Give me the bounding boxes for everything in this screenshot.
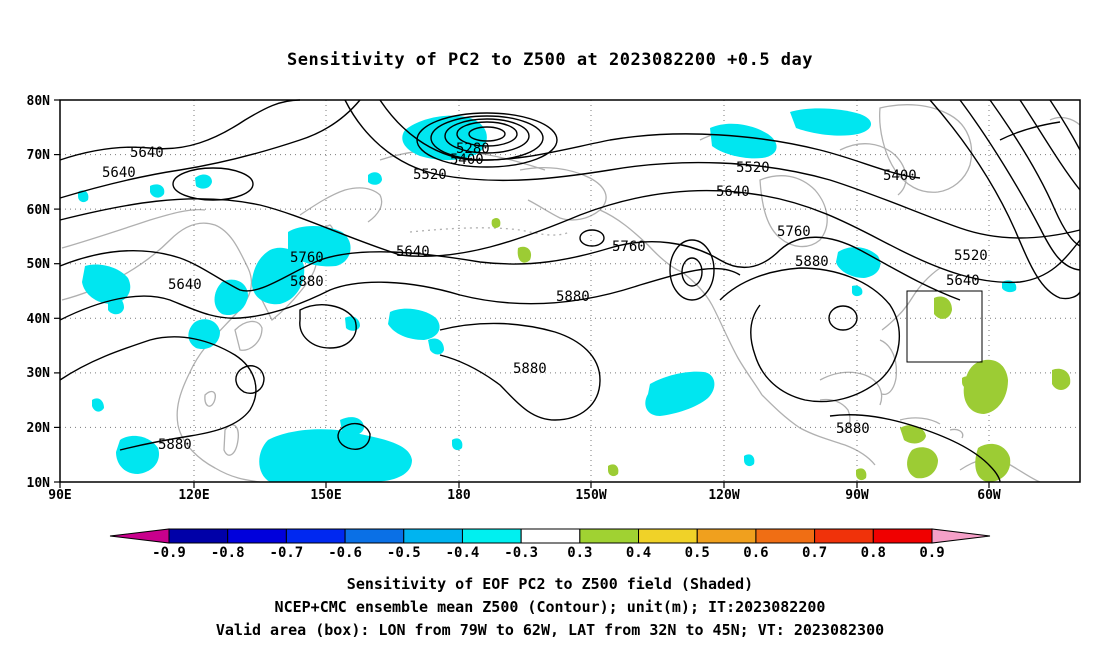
contour-label: 5640 — [716, 184, 750, 200]
axis-ticks — [54, 99, 990, 488]
colorbar-over-arrow — [931, 528, 991, 544]
contour-labels: 5640 5640 5640 5280 5400 5520 5520 5640 … — [102, 141, 988, 453]
colorbar-box — [696, 528, 757, 544]
colorbar: -0.9 -0.8 -0.7 -0.6 -0.5 -0.4 -0.3 0.3 0.4 0.5 0.6… — [109, 528, 991, 561]
z500-contours — [59, 99, 1081, 483]
sensitivity-map: 5640 5640 5640 5280 5400 5520 5520 5640 … — [27, 94, 1081, 561]
lat-label: 30N — [27, 366, 51, 381]
colorbar-label: -0.4 — [446, 545, 480, 561]
colorbar-label: -0.7 — [270, 545, 304, 561]
map-frame — [59, 99, 1081, 483]
contour-label: 5760 — [290, 250, 324, 266]
colorbar-label: -0.9 — [152, 545, 186, 561]
lat-label: 10N — [27, 476, 51, 491]
colorbar-boxes — [168, 528, 933, 544]
lon-label: 150E — [310, 488, 341, 503]
valid-area-box — [906, 290, 983, 363]
latitude-labels: 80N 70N 60N 50N 40N 30N 20N 10N — [27, 94, 51, 491]
positive-sensitivity-shading — [491, 218, 1071, 482]
colorbar-label: -0.6 — [328, 545, 362, 561]
colorbar-label: 0.5 — [685, 545, 710, 561]
colorbar-label: 0.8 — [861, 545, 886, 561]
colorbar-label: -0.5 — [387, 545, 421, 561]
lon-label: 60W — [977, 488, 1001, 503]
contour-label: 5640 — [946, 273, 980, 289]
contour-label: 5640 — [396, 244, 430, 260]
contour-label: 5880 — [513, 361, 547, 377]
colorbar-under-arrow — [109, 528, 170, 544]
colorbar-box — [344, 528, 405, 544]
caption-contour: NCEP+CMC ensemble mean Z500 (Contour); u… — [274, 598, 826, 616]
contour-label: 5640 — [168, 277, 202, 293]
contour-label: 5760 — [777, 224, 811, 240]
lon-label: 180 — [447, 488, 471, 503]
contour-label: 5520 — [413, 167, 447, 183]
lat-label: 50N — [27, 257, 51, 272]
colorbar-label: 0.6 — [743, 545, 768, 561]
caption-shaded: Sensitivity of EOF PC2 to Z500 field (Sh… — [346, 575, 754, 593]
lon-label: 120E — [178, 488, 209, 503]
colorbar-label: -0.8 — [211, 545, 245, 561]
longitude-labels: 90E 120E 150E 180 150W 120W 90W 60W — [48, 488, 1001, 503]
contour-label: 5640 — [130, 145, 164, 161]
colorbar-label: 0.9 — [919, 545, 944, 561]
contour-label: 5880 — [795, 254, 829, 270]
contour-label: 5880 — [836, 421, 870, 437]
colorbar-label: 0.4 — [626, 545, 651, 561]
lon-label: 120W — [708, 488, 739, 503]
colorbar-box — [579, 528, 640, 544]
colorbar-box — [461, 528, 522, 544]
lon-label: 90E — [48, 488, 71, 503]
colorbar-box — [403, 528, 463, 544]
colorbar-box — [227, 528, 287, 544]
contour-label: 5520 — [954, 248, 988, 264]
colorbar-box — [814, 528, 874, 544]
contour-label: 5640 — [102, 165, 136, 181]
colorbar-label: 0.7 — [802, 545, 827, 561]
lat-label: 80N — [27, 94, 51, 109]
contour-label: 5520 — [736, 160, 770, 176]
colorbar-box — [285, 528, 346, 544]
contour-label: 5400 — [883, 168, 917, 184]
colorbar-box — [638, 528, 698, 544]
contour-label: 5880 — [290, 274, 324, 290]
contour-label: 5880 — [556, 289, 590, 305]
lon-label: 90W — [845, 488, 869, 503]
lat-label: 40N — [27, 312, 51, 327]
lon-label: 150W — [575, 488, 606, 503]
colorbar-box — [168, 528, 229, 544]
colorbar-box — [520, 528, 581, 544]
contour-label: 5760 — [612, 239, 646, 255]
caption-valid-area: Valid area (box): LON from 79W to 62W, L… — [215, 621, 885, 639]
contour-label: 5400 — [450, 152, 484, 168]
map-title: Sensitivity of PC2 to Z500 at 2023082200… — [286, 50, 813, 70]
lat-label: 60N — [27, 203, 51, 218]
colorbar-label: -0.3 — [504, 545, 538, 561]
colorbar-labels: -0.9 -0.8 -0.7 -0.6 -0.5 -0.4 -0.3 0.3 0.4 0.5 0.6… — [152, 545, 945, 561]
colorbar-box — [755, 528, 816, 544]
contour-label: 5280 — [456, 141, 490, 157]
colorbar-label: 0.3 — [567, 545, 592, 561]
lat-label: 70N — [27, 148, 51, 163]
colorbar-box — [872, 528, 933, 544]
contour-label: 5880 — [158, 437, 192, 453]
lat-label: 20N — [27, 421, 51, 436]
